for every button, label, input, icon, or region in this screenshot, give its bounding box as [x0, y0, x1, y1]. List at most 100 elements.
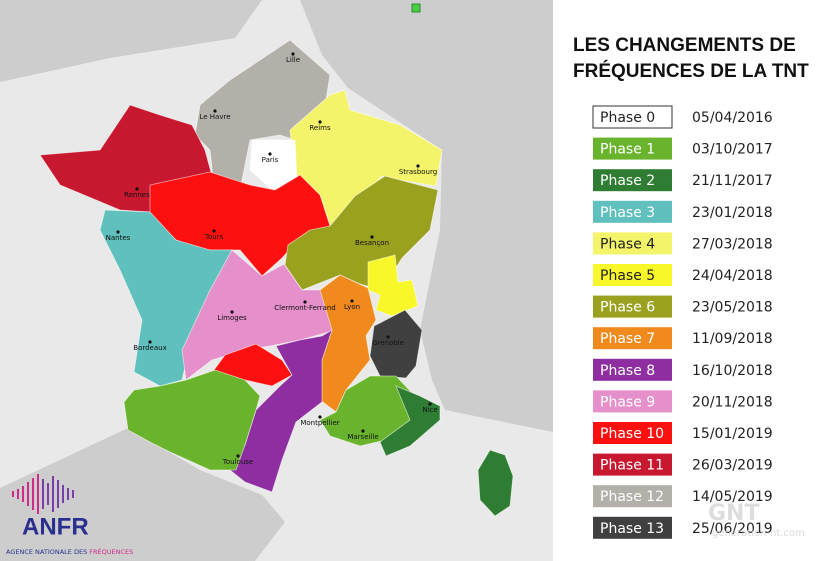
wave-bar: [42, 479, 44, 509]
city-label: Montpellier: [300, 419, 339, 427]
city-dot: [116, 230, 120, 234]
legend: Phase 0 05/04/2016 Phase 1 03/10/2017 Phase …: [592, 105, 773, 539]
wave-bar: [17, 489, 19, 499]
wave-bar: [12, 491, 14, 497]
city-label: Limoges: [217, 314, 247, 322]
phase-name: Phase 0: [600, 110, 655, 126]
city-label: Lille: [286, 56, 300, 64]
logo-name: ANFR: [22, 513, 89, 540]
wave-bar: [47, 483, 49, 505]
city-label: Besançon: [355, 239, 389, 247]
city-label: Bordeaux: [133, 344, 166, 352]
city-label: Tours: [204, 233, 224, 241]
phase-swatch: [593, 327, 672, 350]
wave-bar: [22, 486, 24, 502]
phase-swatch: [593, 232, 672, 255]
wave-bar: [72, 490, 74, 498]
phase-name: Phase 12: [600, 489, 664, 505]
wave-bar: [67, 488, 69, 500]
city-label: Grenoble: [372, 339, 404, 347]
phase-name: Phase 9: [600, 394, 655, 410]
region: [369, 309, 423, 379]
phase-name: Phase 5: [600, 268, 655, 284]
tagline-end: FRÉQUENCES: [89, 547, 133, 556]
city-dot: [350, 299, 354, 303]
neighbour-land: [0, 0, 262, 82]
phase-date: 26/03/2019: [692, 458, 773, 474]
phase-swatch: [593, 422, 672, 444]
city-dot: [212, 229, 216, 233]
city-dot: [361, 429, 365, 433]
city-label: Strasbourg: [399, 168, 437, 176]
logo-wave: [12, 474, 74, 514]
phase-date: 16/10/2018: [692, 363, 773, 379]
phase-date: 14/05/2019: [692, 489, 773, 505]
city-dot: [416, 164, 420, 168]
city-label: Paris: [262, 156, 279, 164]
phase-name: Phase 4: [600, 236, 655, 252]
phase-swatch: [592, 105, 673, 129]
city-label: Rennes: [124, 191, 150, 199]
city-label: Lyon: [344, 303, 360, 311]
phase-date: 24/04/2018: [692, 268, 773, 284]
phase-swatch: [593, 390, 672, 413]
region: [477, 449, 514, 517]
watermark-site: generation-nt.com: [712, 528, 805, 539]
phase-swatch: [593, 453, 672, 476]
wave-bar: [37, 474, 39, 514]
phase-swatch: [593, 295, 672, 318]
phase-swatch: [593, 264, 672, 286]
phase-date: 21/11/2017: [692, 173, 773, 189]
city-dot: [291, 52, 295, 56]
city-label: Clermont-Ferrand: [274, 304, 335, 312]
phase-date: 23/01/2018: [692, 205, 773, 221]
phase-swatch: [593, 516, 672, 539]
region: [229, 329, 333, 493]
cities: Lille Le Havre Reims Paris Strasbourg Rennes T…: [106, 52, 438, 466]
phase-name: Phase 13: [600, 521, 664, 537]
city-dot: [318, 120, 322, 124]
wave-bar: [27, 482, 29, 506]
title-line: LES CHANGEMENTS DE: [573, 35, 796, 56]
phase-date: 03/10/2017: [692, 142, 773, 158]
city-label: Nantes: [106, 234, 131, 242]
city-label: Le Havre: [199, 113, 230, 121]
phase-name: Phase 7: [600, 331, 655, 347]
wave-bar: [52, 476, 54, 512]
phase-name: Phase 10: [600, 426, 664, 442]
logo-tagline: AGENCE NATIONALE DES FRÉQUENCES: [6, 547, 133, 556]
phase-date: 25/06/2019: [692, 521, 773, 537]
title-line: FRÉQUENCES DE LA TNT: [573, 60, 809, 82]
phase-name: Phase 2: [600, 173, 655, 189]
city-dot: [370, 235, 374, 239]
region: [284, 175, 439, 291]
phase-date: 27/03/2018: [692, 236, 773, 252]
city-dot: [148, 340, 152, 344]
phase-date: 23/05/2018: [692, 300, 773, 316]
phase-date: 20/11/2018: [692, 394, 773, 410]
phase-date: 15/01/2019: [692, 426, 773, 442]
region: [123, 369, 261, 471]
wave-bar: [32, 478, 34, 510]
city-label: Nice: [422, 406, 437, 414]
city-dot: [230, 310, 234, 314]
city-dot: [303, 300, 307, 304]
handle: [411, 3, 421, 13]
phase-name: Phase 1: [600, 142, 655, 158]
city-label: Toulouse: [222, 458, 253, 466]
tagline-start: AGENCE NATIONALE DES: [6, 548, 89, 556]
regions: [39, 39, 514, 517]
phase-swatch: [593, 358, 672, 381]
phase-name: Phase 6: [600, 300, 655, 316]
city-label: Reims: [309, 124, 331, 132]
phase-name: Phase 11: [600, 458, 664, 474]
logo: ANFR AGENCE NATIONALE DES FRÉQUENCES: [6, 474, 133, 556]
phase-swatch: [593, 485, 672, 508]
city-label: Marseille: [347, 433, 378, 441]
phase-date: 05/04/2016: [692, 110, 773, 126]
region: [181, 249, 337, 381]
wave-bar: [62, 485, 64, 503]
phase-name: Phase 8: [600, 363, 655, 379]
phase-swatch: [593, 137, 672, 160]
